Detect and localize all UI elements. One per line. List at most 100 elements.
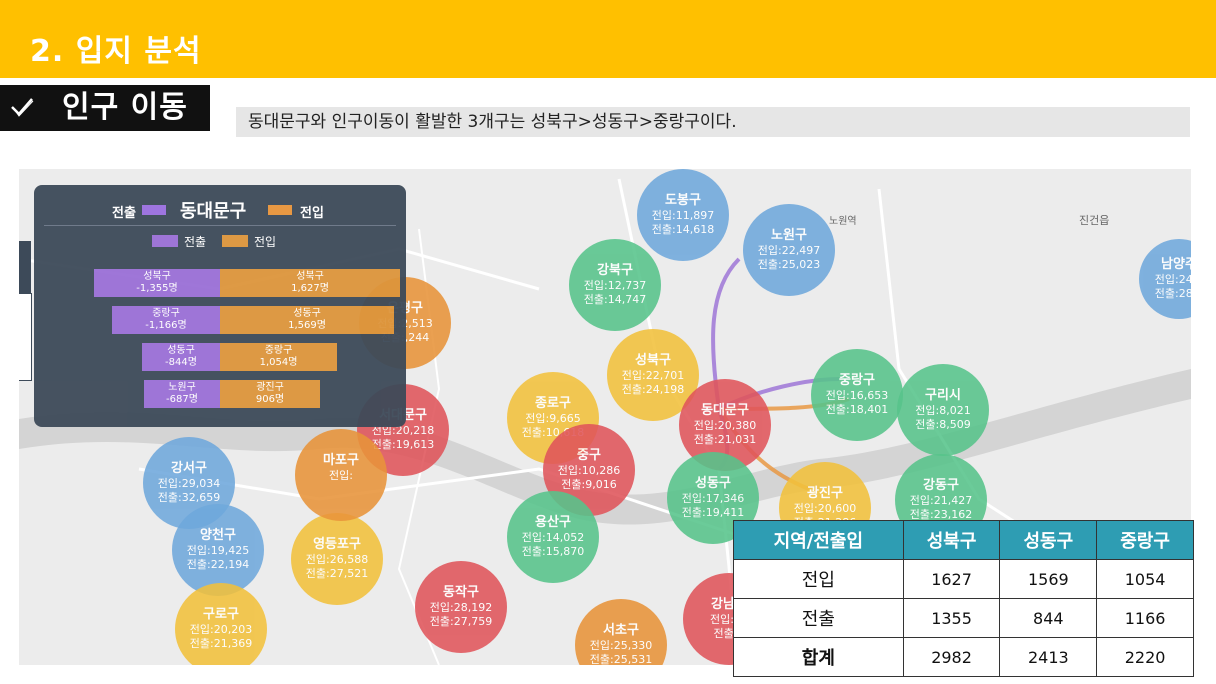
- table-header: 성동구: [999, 520, 1098, 560]
- map-label-nowon-station: 노원역: [829, 215, 857, 227]
- map-label-gurum: 진건읍: [1079, 214, 1109, 227]
- table-cell: 2413: [999, 637, 1098, 677]
- inflow-bar: 중랑구 1,054명: [220, 343, 337, 371]
- table-header-row: 지역/전출입 성북구 성동구 중랑구: [733, 520, 1194, 560]
- table-cell: 844: [999, 598, 1098, 638]
- district-in: 전입:16,653: [825, 389, 889, 402]
- district-out: 전출:8,509: [915, 418, 971, 431]
- district-name: 서초구: [603, 623, 639, 638]
- checkmark-icon: [11, 98, 34, 117]
- district-out: 전출:21,031: [693, 433, 757, 446]
- district-out: 전출:25,023: [757, 258, 821, 271]
- population-map: 노원역 진건읍 도봉구 전입:11,897 전출:14,618 노원구 전입:22,49…: [19, 169, 1191, 665]
- district-bubble: 중구 전입:10,286 전출:9,016: [543, 424, 635, 516]
- district-name: 구리시: [925, 388, 961, 403]
- district-bubble: 구로구 전입:20,203 전출:21,369: [175, 583, 267, 665]
- table-header: 성북구: [902, 520, 1001, 560]
- outflow-bar: 성북구 -1,355명: [94, 269, 220, 297]
- outflow-bar: 노원구 -687명: [144, 380, 220, 408]
- legend-center-label: 동대문구: [180, 201, 247, 222]
- district-out: 전출:18,401: [825, 403, 889, 416]
- district-out: 전출:32,659: [157, 491, 221, 504]
- district-in: 전입:8,021: [915, 404, 971, 417]
- district-bubble: 양천구 전입:19,425 전출:22,194: [172, 504, 264, 596]
- district-name: 종로구: [535, 396, 571, 411]
- district-in: 전입:10,286: [557, 464, 621, 477]
- district-bubble: 용산구 전입:14,052 전출:15,870: [507, 491, 599, 583]
- district-out: 전출:22,194: [186, 558, 250, 571]
- district-name: 양천구: [200, 528, 236, 543]
- district-out: 전출:21,369: [189, 637, 253, 650]
- district-bubble: 서초구 전입:25,330 전출:25,531: [575, 599, 667, 665]
- inflow-bar: 성북구 1,627명: [220, 269, 400, 297]
- table-cell: 1355: [902, 598, 1001, 638]
- section-badge: 인구 이동: [0, 85, 210, 131]
- row-label: 전출: [733, 598, 904, 638]
- table-cell: 1569: [999, 559, 1098, 599]
- table-cell: 2220: [1096, 637, 1194, 677]
- district-in: 전입:25,330: [589, 639, 653, 652]
- page-title: 2. 입지 분석: [30, 34, 202, 69]
- district-in: 전입:24,9: [1154, 273, 1191, 286]
- district-out: 전출:9,016: [561, 478, 617, 491]
- district-bubble: 노원구 전입:22,497 전출:25,023: [743, 204, 835, 296]
- outflow-bar-value: -1,166명: [145, 320, 187, 331]
- district-in: 전입:: [329, 469, 353, 482]
- district-name: 구로구: [203, 607, 239, 622]
- district-out: 전출:15,870: [521, 545, 585, 558]
- description-box: 동대문구와 인구이동이 활발한 3개구는 성북구>성동구>중랑구이다.: [236, 107, 1190, 137]
- district-out: 전출:28,7: [1154, 287, 1191, 300]
- district-bubble: 도봉구 전입:11,897 전출:14,618: [637, 169, 729, 261]
- district-name: 강서구: [171, 461, 207, 476]
- district-in: 전입:26,588: [305, 553, 369, 566]
- in-swatch: [222, 235, 248, 247]
- district-in: 전입:11,897: [651, 209, 715, 222]
- inflow-bar-name: 성동구: [293, 308, 321, 319]
- legend-divider: [44, 225, 396, 226]
- table-header: 중랑구: [1096, 520, 1194, 560]
- table-cell: 1054: [1096, 559, 1194, 599]
- district-name: 중구: [577, 448, 601, 463]
- district-in: 전입:28,192: [429, 601, 493, 614]
- outflow-bar-name: 중랑구: [152, 308, 180, 319]
- legend-header: 전출 동대문구 전입: [34, 197, 406, 223]
- inflow-bar-name: 광진구: [256, 382, 284, 393]
- legend-key-out: 전출: [184, 235, 207, 249]
- district-out: 전출:24,198: [621, 383, 685, 396]
- panel-edge: [19, 241, 31, 293]
- table-row: 합계 2982 2413 2220: [733, 637, 1194, 677]
- inflow-bar: 성동구 1,569명: [220, 306, 394, 334]
- district-in: 전입:20,218: [371, 424, 435, 437]
- outflow-bar-value: -844명: [165, 357, 197, 368]
- district-out: 전출:27,521: [305, 567, 369, 580]
- inflow-bar: 광진구 906명: [220, 380, 320, 408]
- district-out: 전출:25,531: [589, 653, 653, 665]
- district-in: 전입:29,034: [157, 477, 221, 490]
- district-in: 전입:19,425: [186, 544, 250, 557]
- district-in: 전입:12,737: [583, 279, 647, 292]
- district-name: 광진구: [807, 486, 843, 501]
- district-bubble: 강북구 전입:12,737 전출:14,747: [569, 239, 661, 331]
- district-name: 강북구: [597, 263, 633, 278]
- migration-table: 지역/전출입 성북구 성동구 중랑구 전입 1627 1569 1054 전출 …: [733, 520, 1194, 677]
- legend-in-label: 전입: [300, 206, 324, 221]
- outflow-bar-value: -1,355명: [136, 283, 178, 294]
- district-in: 전입:17,346: [681, 492, 745, 505]
- district-name: 강동구: [923, 478, 959, 493]
- inflow-bar-value: 1,627명: [291, 283, 329, 294]
- outflow-bar-name: 성동구: [167, 345, 195, 356]
- inflow-bar-value: 1,054명: [259, 357, 298, 368]
- district-name: 영등포구: [313, 537, 361, 552]
- inflow-bar-value: 906명: [255, 394, 285, 405]
- district-out: 전출:19,411: [681, 506, 745, 519]
- district-in: 전입:20,203: [189, 623, 253, 636]
- district-out: 전출:14,618: [651, 223, 715, 236]
- outflow-bar: 중랑구 -1,166명: [112, 306, 220, 334]
- table-header: 지역/전출입: [733, 520, 904, 560]
- district-bubble: 중랑구 전입:16,653 전출:18,401: [811, 349, 903, 441]
- district-out: 전출:14,747: [583, 293, 647, 306]
- header-bar: 2. 입지 분석: [0, 0, 1216, 78]
- legend-out-label: 전출: [112, 206, 136, 221]
- district-in: 전입:21,427: [909, 494, 973, 507]
- table-cell: 2982: [902, 637, 1001, 677]
